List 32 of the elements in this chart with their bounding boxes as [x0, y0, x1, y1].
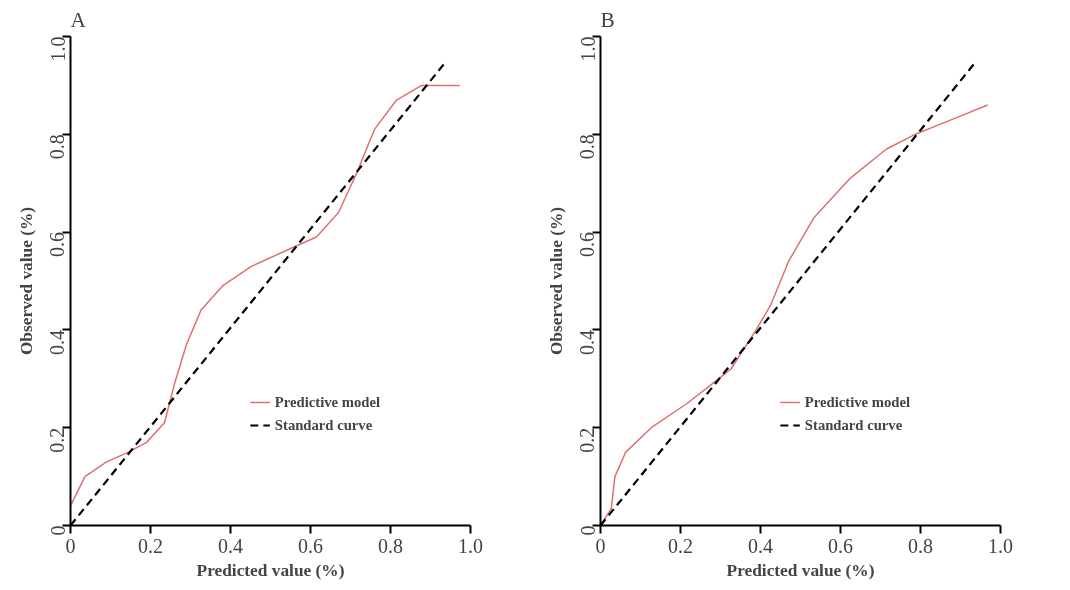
y-tick-label: 0.6: [576, 232, 599, 258]
x-tick-label: 0.6: [828, 534, 853, 557]
y-axis-title: Observed value (%): [546, 206, 566, 356]
x-tick-label: 1.0: [458, 534, 483, 557]
legend-label: Predictive model: [274, 393, 380, 411]
x-tick-label: 0.8: [908, 534, 933, 557]
x-tick-label: 0.4: [748, 534, 773, 557]
y-tick-label: 0.2: [576, 427, 599, 453]
x-tick-label: 0.2: [668, 534, 693, 557]
legend-label: Standard curve: [274, 416, 373, 434]
y-tick-label: 0: [46, 525, 69, 536]
x-tick-label: 0.8: [378, 534, 403, 557]
x-tick-label: 0.4: [218, 534, 243, 557]
x-axis-title: Predicted value (%): [196, 560, 345, 580]
y-tick-label: 0.8: [46, 134, 69, 160]
y-tick-label: 1.0: [576, 36, 599, 62]
y-tick-label: 0.6: [46, 232, 69, 258]
chart-title: B: [600, 7, 615, 32]
legend-label: Predictive model: [804, 393, 910, 411]
x-tick-label: 0.6: [298, 534, 323, 557]
legend-label: Standard curve: [804, 416, 903, 434]
x-tick-label: 1.0: [988, 534, 1013, 557]
x-tick-label: 0.2: [138, 534, 163, 557]
y-tick-label: 0.2: [46, 427, 69, 453]
chart-title: A: [70, 7, 87, 32]
y-tick-label: 1.0: [46, 36, 69, 62]
y-tick-label: 0: [576, 525, 599, 536]
y-tick-label: 0.8: [576, 134, 599, 160]
y-tick-label: 0.4: [46, 329, 69, 355]
y-axis-title: Observed value (%): [16, 206, 36, 356]
y-tick-label: 0.4: [576, 329, 599, 355]
x-axis-title: Predicted value (%): [726, 560, 875, 580]
